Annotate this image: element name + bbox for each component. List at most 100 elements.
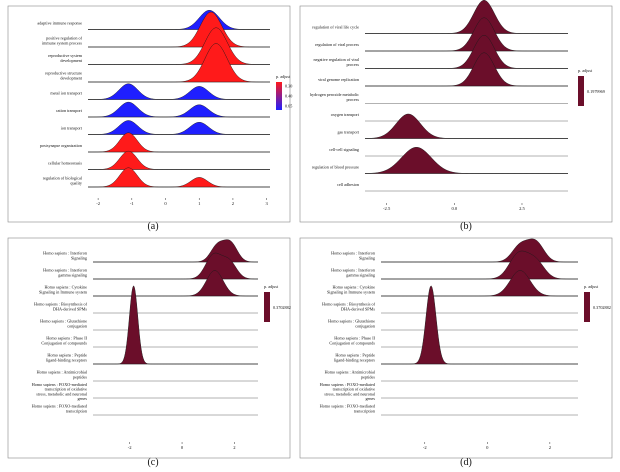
x-tick-label: 2 [232,201,235,206]
legend-label: 0.3702882 [593,305,611,310]
legend-colorbar [276,82,282,110]
category-label: negative regulation of viral process [314,57,360,67]
x-tick-label: 2 [549,445,552,450]
category-label: cation transport [56,108,83,113]
legend-label: 0.40 [285,94,292,99]
x-tick-label: 2.5 [519,206,525,211]
ridge-density [381,250,578,280]
legend-label: 0.65 [285,104,292,109]
x-tick-label: -2 [128,445,133,450]
panel-b: -2.5 0.0 2.5 p. adjust 0.1979969 regulation o… [299,0,613,232]
x-tick-label: -2 [423,445,428,450]
category-label: Homo sapiens : Glutathione conjugation [40,319,88,329]
panel-d: -2 0 2 p. adjust 0.3702882 Homo sapiens : Int… [299,237,613,468]
x-tick-label: 0 [486,445,489,450]
category-label: hydrogen peroxide metabolic process [310,92,359,102]
category-label: Homo sapiens : Cytokine Signaling in Immu… [327,285,376,295]
x-tick-label: 3 [265,201,268,206]
ridge-density [365,52,568,87]
x-tick-label: 1 [198,201,201,206]
panel-frame [299,5,613,223]
ridge-density [88,132,270,153]
x-tick-label: 2 [233,445,236,450]
legend-colorbar [584,292,590,322]
x-tick-label: 0 [181,445,184,450]
category-label: postsynapse organization [40,143,83,148]
category-label: Homo sapiens : FOXO-mediated transcriptio… [32,404,88,414]
category-label: Homo sapiens : Peptide ligand-binding rec… [334,353,375,363]
panel-a: -2 -1 0 1 2 3 p. adjust 0.30 0.40 0.65 adaptive im… [7,5,292,232]
legend-title: p. adjust [584,284,599,289]
category-label: Homo sapiens : Interferon Signaling [331,251,376,261]
legend-label: 0.30 [285,84,292,89]
category-label: ion transport [61,126,83,131]
x-tick-label: -2.5 [383,206,391,211]
category-label: regulation of viral process [315,42,359,47]
legend: p. adjust 0.1979969 [578,68,605,106]
category-label: Homo sapiens : Interferon Signaling [43,251,88,261]
category-label: metal ion transport [50,91,82,96]
category-label: regulation of biological quality [43,176,83,186]
category-label: reproductive system development [48,53,83,63]
category-label: Homo sapiens : Antimicrobial peptides [325,370,376,380]
ridge-density [381,285,578,365]
category-label: Homo sapiens : Phase II Conjugation of co… [329,336,375,346]
panel-caption: (b) [460,221,472,232]
ridge-density [364,113,568,139]
category-label: regulation of viral life cycle [312,25,359,30]
ridge-density [88,43,270,83]
legend-label: 0.1979969 [587,89,605,94]
category-label: oxygen transport [331,112,360,117]
category-label: gas transport [337,130,359,135]
legend-label: 0.3702882 [273,305,291,310]
category-label: Homo sapiens : Interferon gamma signaling [331,268,376,278]
ridge-density [88,120,270,135]
panel-frame [299,237,613,459]
ridge-density [88,83,270,100]
category-label: regulation of blood pressure [312,165,359,170]
x-tick-label: 0 [164,201,167,206]
legend: p. adjust 0.30 0.40 0.65 [276,74,292,110]
ridge-density [365,0,568,34]
category-label: viral genome replication [318,77,360,82]
legend-colorbar [578,76,584,106]
legend-colorbar [264,292,270,322]
ridge-density [88,167,270,188]
category-label: Homo sapiens : FOXO-mediated transcriptio… [320,404,376,414]
ridge-density [93,270,258,297]
category-label: Homo sapiens : Antimicrobial peptides [37,370,88,380]
category-label: cellular homeostasis [48,161,82,166]
category-label: adaptive immune response [37,21,82,26]
category-label: Homo sapiens : Phase II Conjugation of co… [41,336,87,346]
ridge-density [365,35,568,69]
legend: p. adjust 0.3702882 [584,284,611,322]
legend: p. adjust 0.3702882 [264,284,291,322]
ridge-density [365,17,568,52]
legend-title: p. adjust [264,284,279,289]
x-tick-label: -2 [96,201,101,206]
category-label: Homo sapiens : Biosynthesis of DHA-derive… [34,302,88,312]
category-label: Homo sapiens : FOXO-mediated transcriptio… [320,382,376,401]
category-label: Homo sapiens : FOXO-mediated transcriptio… [32,382,88,401]
category-label: reproductive structure development [45,71,83,81]
panel-c: -2 0 2 p. adjust 0.3702882 Homo sapiens : Int… [7,237,291,468]
category-label: Homo sapiens : Glutathione conjugation [328,319,376,329]
category-label: positive regulation of immune system proc… [42,36,83,46]
panel-caption: (c) [147,457,158,468]
ridge-density [88,150,270,170]
ridge-density [88,10,270,30]
ridge-density [364,147,568,174]
category-label: Homo sapiens : Peptide ligand-binding rec… [46,353,87,363]
category-label: Homo sapiens : Biosynthesis of DHA-derive… [322,302,376,312]
x-tick-label: 0.0 [451,206,457,211]
ridge-density [381,270,578,297]
legend-title: p. adjust [276,74,291,79]
category-label: Homo sapiens : Cytokine Signaling in Immu… [39,285,88,295]
panel-frame [7,237,291,459]
panel-caption: (d) [460,457,472,468]
panel-caption: (a) [147,221,158,232]
x-tick-label: -1 [130,201,135,206]
category-label: Homo sapiens : Interferon gamma signaling [43,268,88,278]
